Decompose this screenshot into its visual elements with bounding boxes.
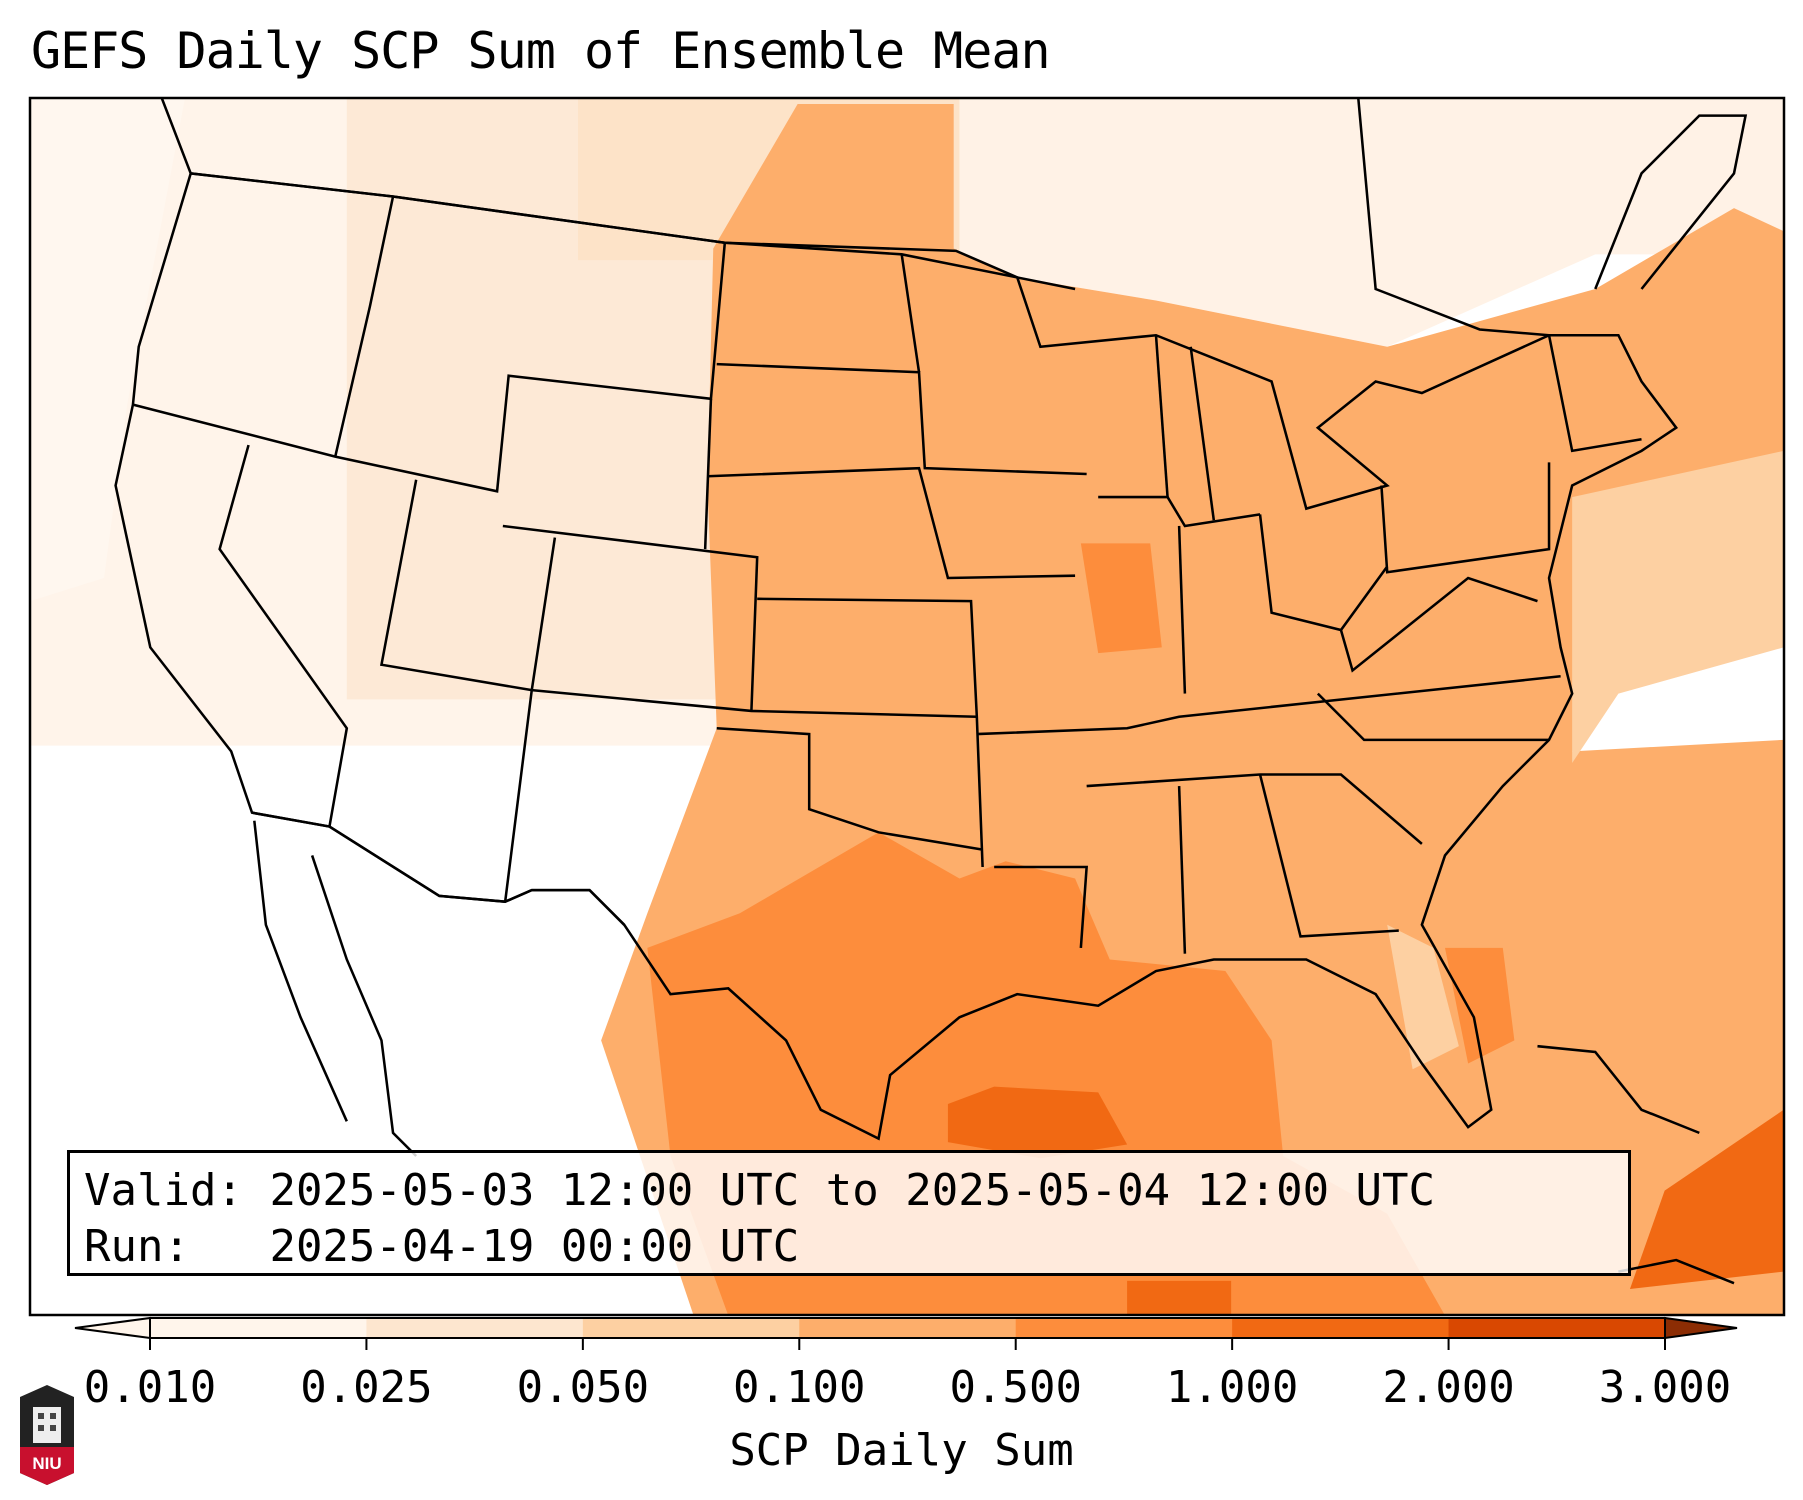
shading-darkest-gulf [947,1086,1128,1159]
shading-darkest-bottom [1127,1280,1232,1315]
colorbar-tick-label: 0.010 [83,1362,217,1413]
shading-atlantic-light [1572,450,1784,763]
map-area [30,98,1784,1315]
mexico-border [251,811,626,926]
shading-northeast-light [959,98,1784,347]
niu-logo: NIU [20,1385,74,1485]
valid-run-info-box: Valid: 2025-05-03 12:00 UTC to 2025-05-0… [67,1150,1631,1276]
run-label: Run: [84,1221,190,1272]
colorbar-segment [582,1318,800,1338]
colorbar-tick-label: 0.100 [733,1362,866,1413]
shading-florida-light [1387,924,1459,1070]
state-boundaries [114,98,1748,1285]
shading-darkest-se [1629,1109,1784,1289]
colorbar-tick-label: 2.000 [1382,1362,1515,1413]
shading-illinois-dark [1080,543,1162,654]
colorbar-frame [149,1317,1666,1339]
colorbar-tick-label: 0.050 [516,1362,650,1413]
colorbar-extend-min [74,1316,151,1340]
map-frame [28,96,1786,1317]
logo-text: NIU [32,1454,61,1473]
valid-label: Valid: [84,1165,243,1216]
colorbar-tick-label: 1.000 [1165,1362,1299,1413]
colorbar-segment [1232,1318,1450,1338]
colorbar-segment [366,1318,584,1338]
colorbar-segment [799,1318,1017,1338]
colorbar-tick-label: 3.000 [1598,1362,1732,1413]
colorbar-segment [150,1318,367,1338]
colorbar-tick-label: 0.025 [300,1362,433,1413]
shading-nw-ocean [30,98,185,602]
colorbar-tick-label: 0.500 [949,1362,1082,1413]
run-value: 2025-04-19 00:00 UTC [269,1221,800,1272]
colorbar-segment [1448,1318,1666,1338]
map-title: GEFS Daily SCP Sum of Ensemble Mean [31,22,1051,80]
colorbar-segment [1015,1318,1233,1338]
colorbar [74,1316,1738,1350]
shading-atlantic-dark [1445,947,1515,1064]
valid-value: 2025-05-03 12:00 UTC to 2025-05-04 12:00… [269,1165,1436,1216]
colorbar-extend-max [1664,1316,1738,1340]
colorbar-label: SCP Daily Sum [729,1425,1074,1476]
